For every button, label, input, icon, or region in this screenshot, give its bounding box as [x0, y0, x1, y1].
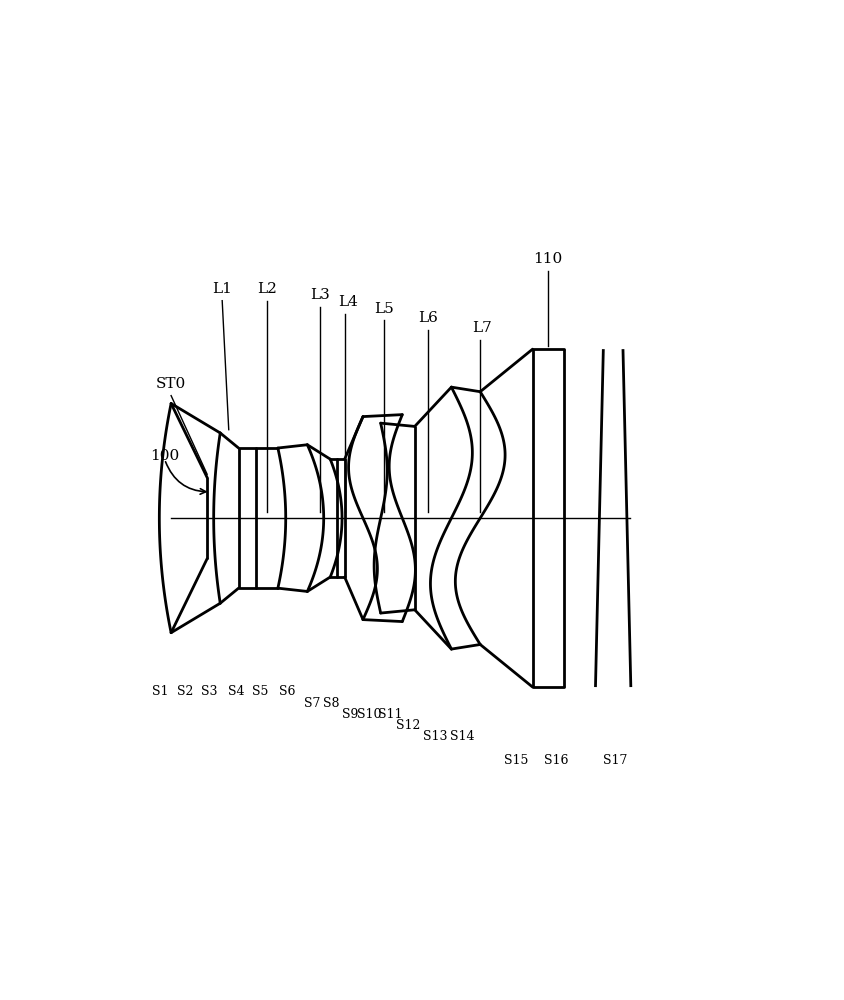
Text: S13: S13 [422, 730, 446, 743]
Text: S1: S1 [152, 685, 168, 698]
Text: S2: S2 [177, 685, 193, 698]
Text: ST0: ST0 [156, 377, 186, 391]
Text: L1: L1 [212, 282, 232, 296]
FancyArrowPatch shape [165, 462, 206, 494]
Text: 100: 100 [150, 449, 179, 463]
Text: L4: L4 [338, 295, 358, 309]
Text: L2: L2 [257, 282, 277, 296]
Text: S4: S4 [228, 685, 245, 698]
Text: S5: S5 [252, 685, 268, 698]
Text: S10: S10 [356, 708, 381, 721]
Text: L7: L7 [472, 321, 491, 335]
Text: 110: 110 [533, 252, 561, 266]
Text: S15: S15 [504, 754, 528, 767]
Text: S7: S7 [303, 697, 320, 710]
Text: S6: S6 [279, 685, 295, 698]
Text: S16: S16 [544, 754, 568, 767]
Text: L3: L3 [311, 288, 330, 302]
Text: S3: S3 [201, 685, 217, 698]
Text: S11: S11 [378, 708, 403, 721]
Text: S12: S12 [396, 719, 419, 732]
Text: S9: S9 [341, 708, 358, 721]
Text: S14: S14 [450, 730, 474, 743]
Text: L5: L5 [374, 302, 393, 316]
Text: S8: S8 [323, 697, 339, 710]
Text: L6: L6 [418, 311, 438, 325]
Text: S17: S17 [603, 754, 626, 767]
